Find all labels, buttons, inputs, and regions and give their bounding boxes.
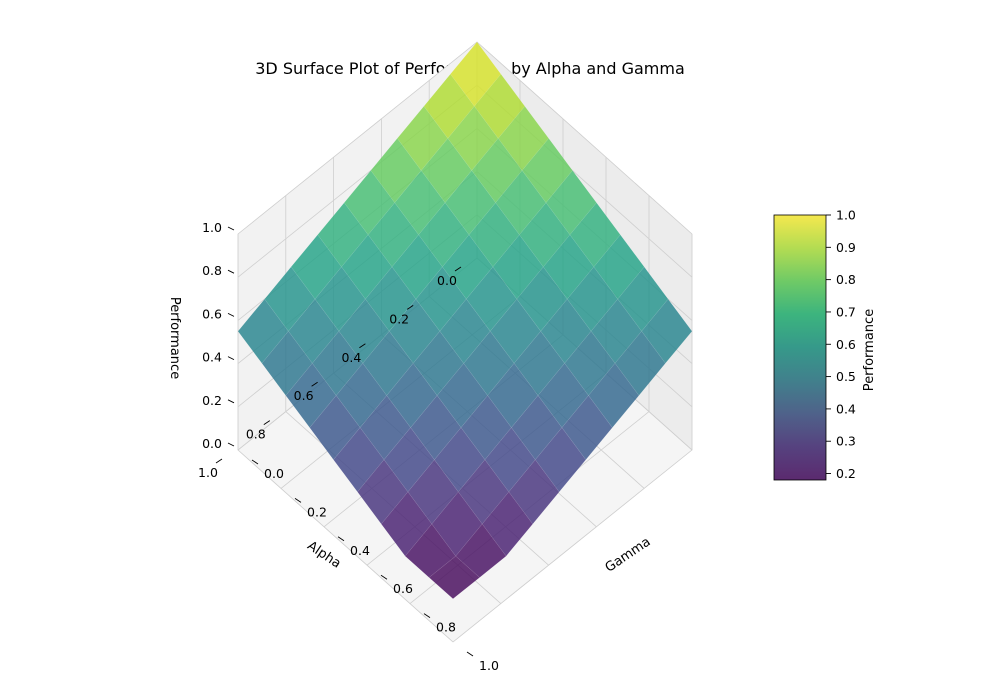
x-tick-mark xyxy=(406,305,414,310)
z-tick-mark xyxy=(227,226,235,231)
y-tick-label: 0.2 xyxy=(307,504,327,519)
y-axis-label: Gamma xyxy=(603,535,654,576)
z-tick-mark xyxy=(227,399,235,404)
y-tick-mark xyxy=(380,574,388,580)
y-tick-mark xyxy=(251,459,259,465)
y-tick-label: 0.8 xyxy=(436,620,456,635)
z-tick-mark xyxy=(227,442,235,447)
z-tick-label: 0.8 xyxy=(202,263,222,278)
z-tick-label: 0.2 xyxy=(202,393,222,408)
y-tick-mark xyxy=(337,536,345,542)
x-tick-mark xyxy=(359,343,366,349)
x-tick-label: 0.6 xyxy=(294,388,314,403)
floor-gridline xyxy=(452,449,693,643)
colorbar: 0.2 0.3 0.4 0.5 0.6 0.7 0.8 0.9 1.0 Performance xyxy=(773,208,877,481)
z-tick-label: 0.6 xyxy=(202,306,222,321)
colorbar-tick-label: 1.0 xyxy=(836,208,856,223)
x-tick-mark xyxy=(215,458,223,464)
wall-gridline xyxy=(237,41,478,235)
x-tick-mark xyxy=(311,381,318,387)
colorbar-tick-label: 0.3 xyxy=(836,434,856,449)
colorbar-label: Performance xyxy=(862,309,877,391)
floor-gridline xyxy=(237,449,454,643)
y-tick-label: 0.4 xyxy=(350,543,370,558)
x-tick-label: 0.4 xyxy=(341,350,361,365)
x-tick-label: 1.0 xyxy=(198,465,218,480)
axes-ticks: 0.0 0.2 0.4 0.6 0.8 1.0 0.0 0.2 0.4 0.6 0.8 1.0 0.0 0… xyxy=(198,220,499,673)
wall-gridline xyxy=(476,41,693,235)
x-axis-label: Alpha xyxy=(304,539,343,572)
z-tick-mark xyxy=(227,269,235,274)
z-tick-label: 1.0 xyxy=(202,220,222,235)
colorbar-tick-label: 0.7 xyxy=(836,304,856,319)
x-tick-label: 0.8 xyxy=(246,427,266,442)
z-tick-mark xyxy=(227,356,235,361)
z-tick-label: 0.0 xyxy=(202,436,222,451)
colorbar-tick-label: 0.6 xyxy=(836,337,856,352)
surface-mesh xyxy=(237,41,693,600)
colorbar-tick-label: 0.9 xyxy=(836,240,856,255)
y-tick-label: 1.0 xyxy=(479,658,499,673)
z-axis-label: Performance xyxy=(167,297,182,379)
surface-patch xyxy=(428,555,480,600)
x-tick-mark xyxy=(263,420,271,425)
colorbar-tick-label: 0.8 xyxy=(836,272,856,287)
colorbar-ticks: 0.2 0.3 0.4 0.5 0.6 0.7 0.8 0.9 1.0 xyxy=(826,208,856,481)
x-tick-label: 0.0 xyxy=(437,273,457,288)
colorbar-tick-label: 0.5 xyxy=(836,369,856,384)
z-tick-mark xyxy=(227,312,235,317)
colorbar-gradient xyxy=(773,214,827,481)
y-tick-mark xyxy=(466,651,474,657)
z-tick-label: 0.4 xyxy=(202,350,222,365)
y-tick-mark xyxy=(423,613,431,618)
y-tick-mark xyxy=(294,498,302,503)
x-tick-label: 0.2 xyxy=(389,311,409,326)
y-tick-label: 0.6 xyxy=(393,581,413,596)
colorbar-tick-label: 0.2 xyxy=(836,466,856,481)
x-tick-mark xyxy=(454,266,462,272)
y-tick-label: 0.0 xyxy=(264,466,284,481)
colorbar-tick-label: 0.4 xyxy=(836,401,856,416)
